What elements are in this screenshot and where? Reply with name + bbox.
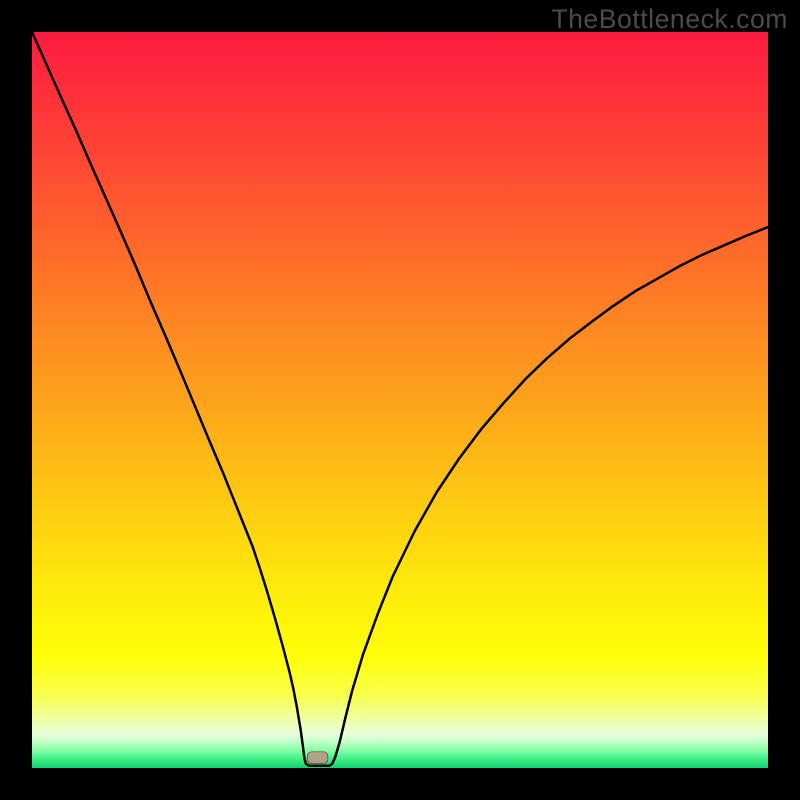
watermark-text: TheBottleneck.com xyxy=(551,4,788,35)
plot-background xyxy=(32,32,768,768)
notch-marker xyxy=(307,752,328,764)
chart-frame: TheBottleneck.com xyxy=(0,0,800,800)
bottleneck-chart-svg xyxy=(0,0,800,800)
